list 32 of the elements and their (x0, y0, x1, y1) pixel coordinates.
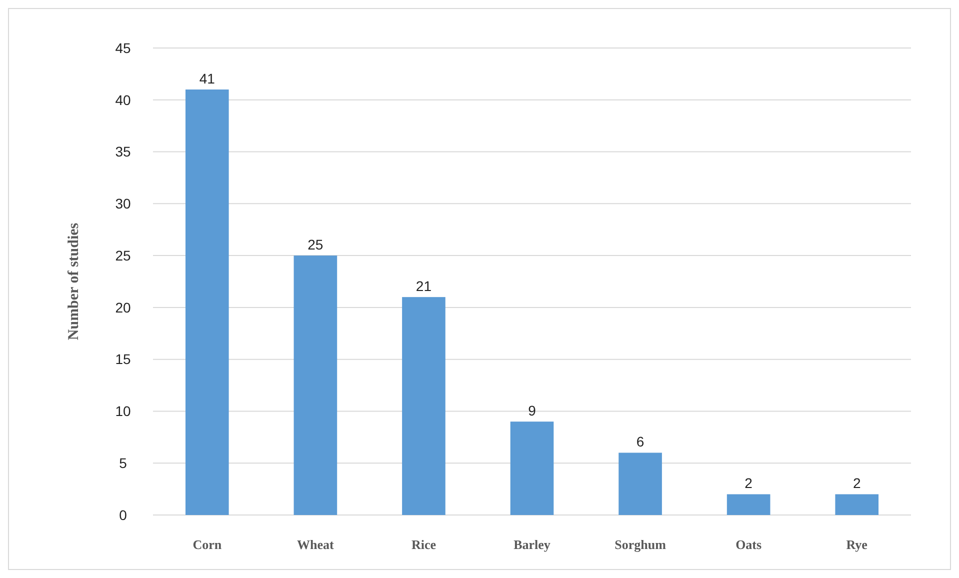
data-label: 21 (416, 278, 432, 294)
bar (726, 494, 770, 515)
data-label: 9 (528, 402, 536, 419)
y-tick-label: 15 (115, 351, 131, 368)
x-tick-label: Barley (514, 537, 551, 552)
bar (510, 422, 554, 515)
x-tick-label: Oats (736, 537, 762, 552)
bar (618, 452, 662, 515)
bar (294, 256, 338, 515)
data-label: 6 (636, 434, 644, 450)
y-tick-label: 35 (115, 144, 131, 160)
y-tick-label: 10 (115, 403, 131, 420)
y-tick-label: 30 (115, 196, 131, 212)
x-tick-label: Rye (846, 537, 868, 552)
y-tick-label: 0 (119, 506, 128, 523)
x-tick-label: Corn (192, 537, 222, 552)
bar (835, 494, 879, 515)
y-axis-title: Number of studies (66, 222, 82, 340)
bar (402, 297, 446, 515)
y-tick-label: 25 (115, 247, 131, 264)
bar (185, 90, 229, 515)
x-tick-label: Rice (411, 537, 436, 552)
x-tick-label: Wheat (297, 537, 335, 552)
data-label: 25 (308, 236, 324, 253)
y-tick-label: 5 (119, 455, 128, 472)
data-label: 41 (199, 70, 216, 87)
x-tick-label: Sorghum (614, 537, 666, 552)
y-tick-label: 40 (115, 92, 131, 108)
data-label: 2 (852, 475, 861, 492)
data-label: 2 (744, 475, 753, 492)
y-tick-label: 45 (115, 40, 131, 56)
y-tick-label: 20 (115, 299, 131, 316)
